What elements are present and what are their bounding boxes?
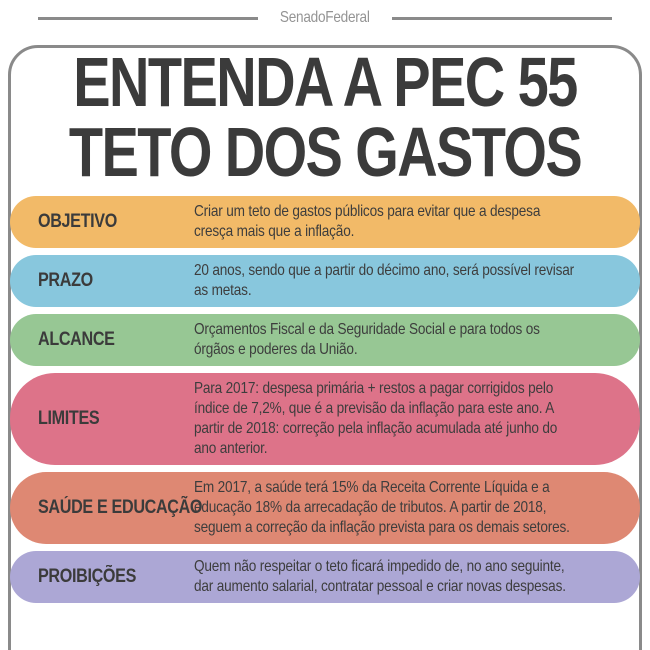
row-proibicoes: PROIBIÇÕES Quem não respeitar o teto fic… — [10, 551, 640, 603]
row-text: Quem não respeitar o teto ficará impedid… — [194, 558, 566, 595]
row-limites: LIMITES Para 2017: despesa primária + re… — [10, 373, 640, 465]
row-label: LIMITES — [38, 408, 100, 429]
row-alcance: ALCANCE Orçamentos Fiscal e da Seguridad… — [10, 314, 640, 366]
row-text: Orçamentos Fiscal e da Seguridade Social… — [194, 321, 540, 358]
row-prazo: PRAZO 20 anos, sendo que a partir do déc… — [10, 255, 640, 307]
row-label: PRAZO — [38, 270, 93, 291]
page-title: ENTENDA A PEC 55 TETO DOS GASTOS — [0, 47, 650, 187]
row-objetivo: OBJETIVO Criar um teto de gastos público… — [10, 196, 640, 248]
row-label: SAÚDE E EDUCAÇÃO — [38, 497, 203, 518]
row-text: Em 2017, a saúde terá 15% da Receita Cor… — [194, 479, 570, 536]
row-label: PROIBIÇÕES — [38, 566, 137, 587]
title-line-1: ENTENDA A PEC 55 — [73, 43, 578, 121]
masthead-rule-left — [38, 16, 259, 20]
row-label: ALCANCE — [38, 329, 115, 350]
row-saude-e-educacao: SAÚDE E EDUCAÇÃO Em 2017, a saúde terá 1… — [10, 472, 640, 544]
row-label: OBJETIVO — [38, 211, 117, 232]
masthead-rule-right — [391, 16, 613, 20]
border-frame — [8, 45, 642, 650]
row-text: Para 2017: despesa primária + restos a p… — [194, 380, 558, 457]
row-text: 20 anos, sendo que a partir do décimo an… — [194, 262, 574, 299]
topic-rows: OBJETIVO Criar um teto de gastos público… — [10, 196, 640, 603]
row-text: Criar um teto de gastos públicos para ev… — [194, 203, 541, 240]
infographic-content: ENTENDA A PEC 55 TETO DOS GASTOS OBJETIV… — [0, 45, 650, 603]
brand-label: SenadoFederal — [280, 9, 370, 26]
title-line-2: TETO DOS GASTOS — [68, 113, 583, 191]
masthead: SenadoFederal — [0, 8, 650, 28]
